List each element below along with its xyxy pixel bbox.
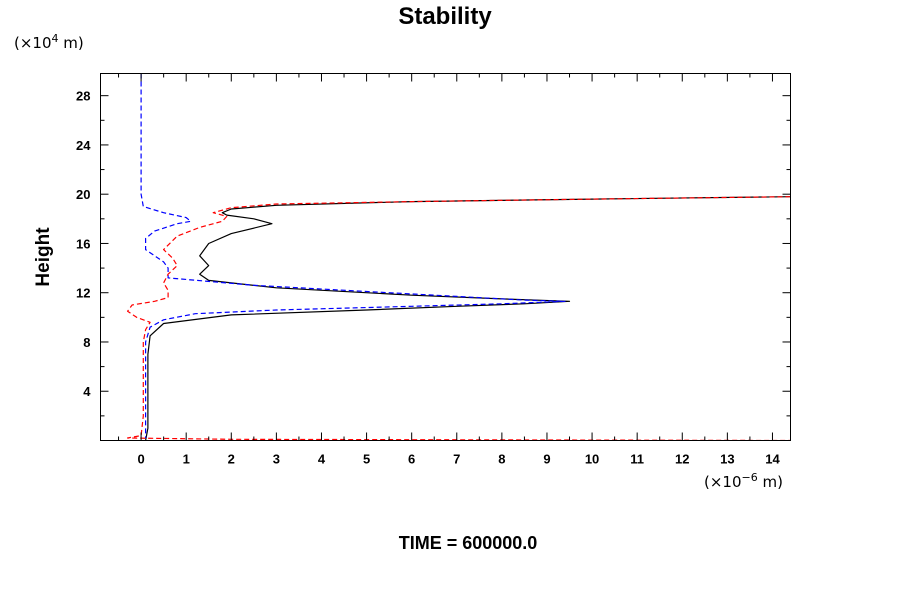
x-tick-label: 7: [453, 452, 460, 467]
x-tick-label: 10: [585, 452, 599, 467]
x-tick-label: 8: [498, 452, 505, 467]
y-tick-label: 28: [76, 89, 90, 104]
x-axis: 0 1 2 3 4 5 6 7 8 9 10 11 12 13 14: [118, 73, 780, 467]
x-tick-label: 12: [675, 452, 689, 467]
x-tick-label: 1: [183, 452, 190, 467]
x-tick-label: 14: [765, 452, 780, 467]
x-tick-label: 3: [273, 452, 280, 467]
chart-title: Stability: [398, 3, 492, 30]
plot-area: [126, 73, 791, 441]
x-tick-label: 13: [720, 452, 734, 467]
series-line-black: [145, 196, 791, 441]
x-tick-label: 9: [543, 452, 550, 467]
x-tick-label: 4: [318, 452, 326, 467]
x-tick-label: 6: [408, 452, 415, 467]
series-line-blue: [140, 73, 566, 438]
x-tick-label: 0: [137, 452, 144, 467]
y-axis-label: Height: [33, 227, 54, 287]
y-axis: 4 8 12 16 20 24 28: [76, 89, 791, 417]
plot-frame: [100, 73, 791, 441]
y-tick-label: 16: [76, 236, 90, 251]
time-footer: TIME = 600000.0: [399, 533, 538, 553]
y-tick-label: 24: [76, 138, 91, 153]
x-tick-label: 2: [228, 452, 235, 467]
y-tick-label: 8: [83, 335, 90, 350]
x-tick-label: 11: [630, 452, 644, 467]
y-tick-label: 20: [76, 187, 90, 202]
y-axis-unit: (×104 m): [14, 32, 84, 52]
x-axis-unit: (×10−6 m): [704, 471, 783, 491]
y-tick-label: 4: [83, 384, 91, 399]
series-line-red: [126, 196, 791, 441]
y-tick-label: 12: [76, 286, 90, 301]
x-tick-label: 5: [363, 452, 370, 467]
